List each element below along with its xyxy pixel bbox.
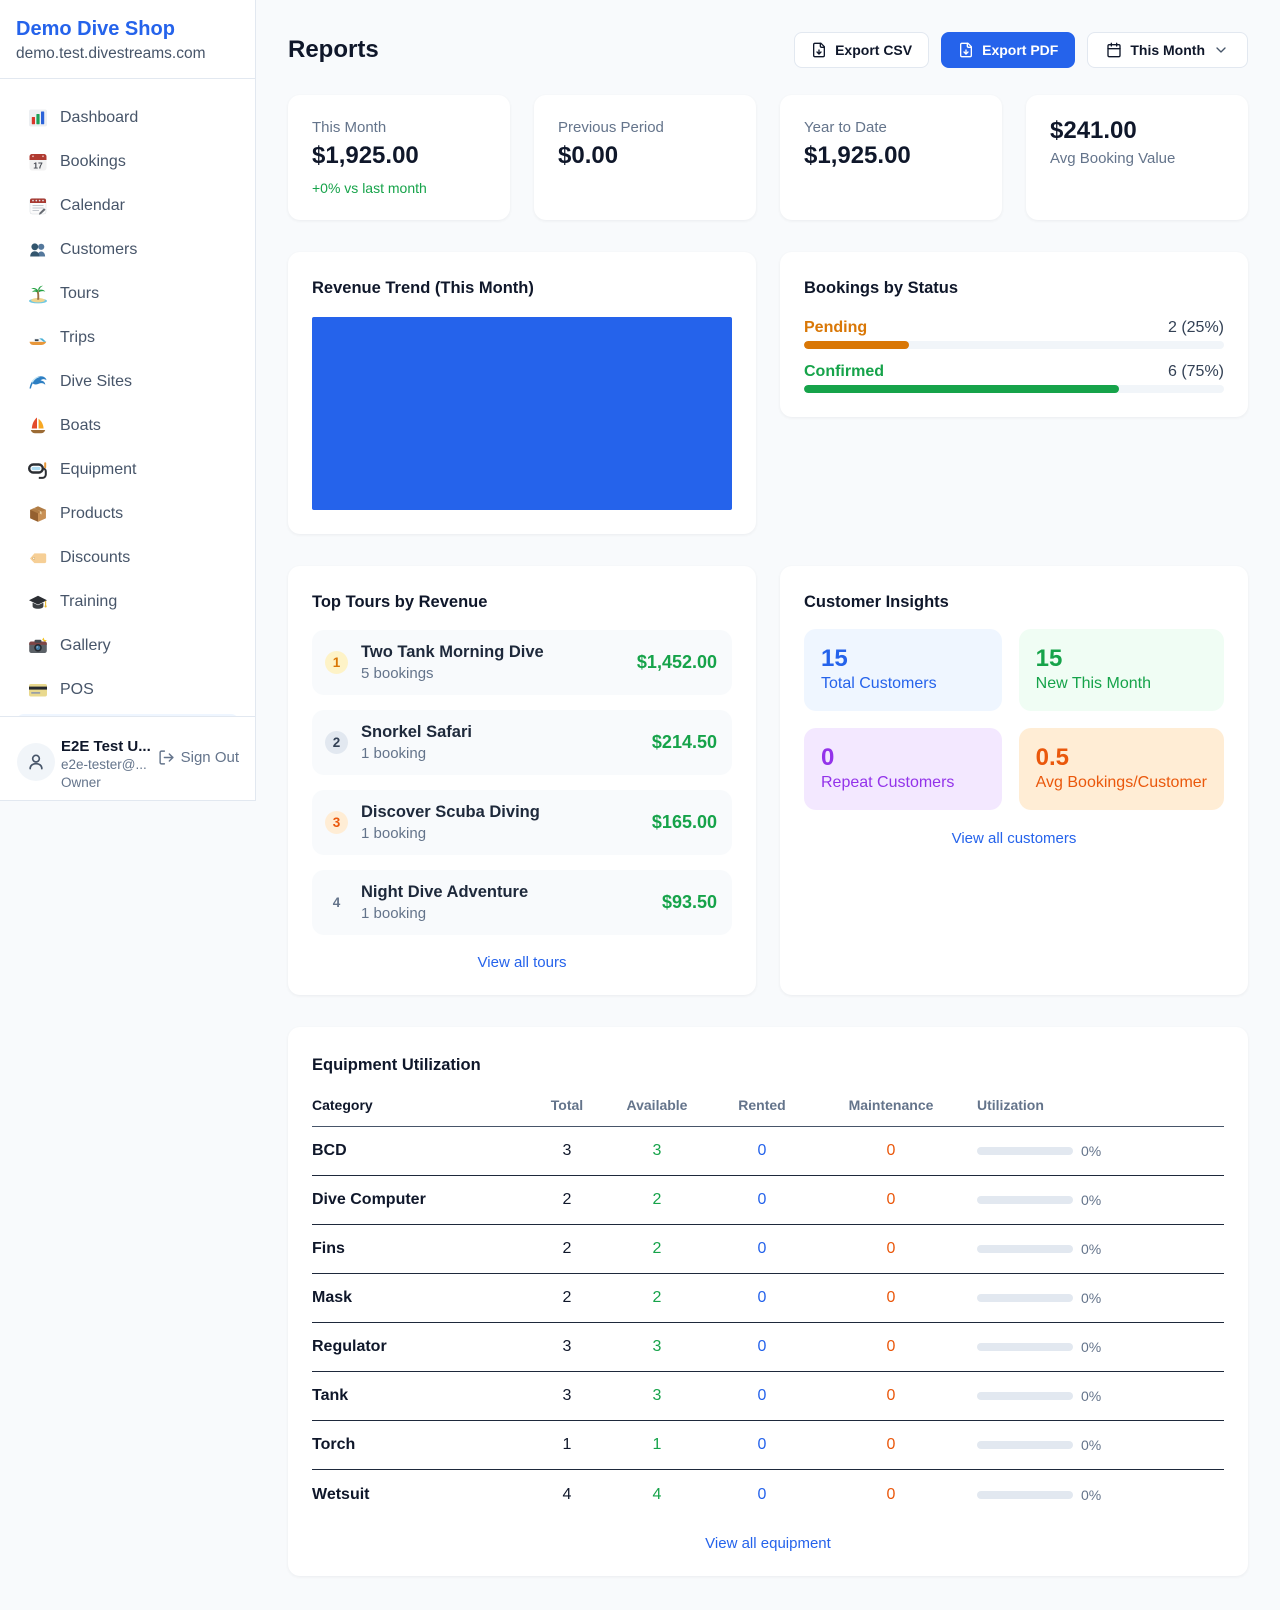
svg-text:17: 17 — [33, 160, 43, 170]
